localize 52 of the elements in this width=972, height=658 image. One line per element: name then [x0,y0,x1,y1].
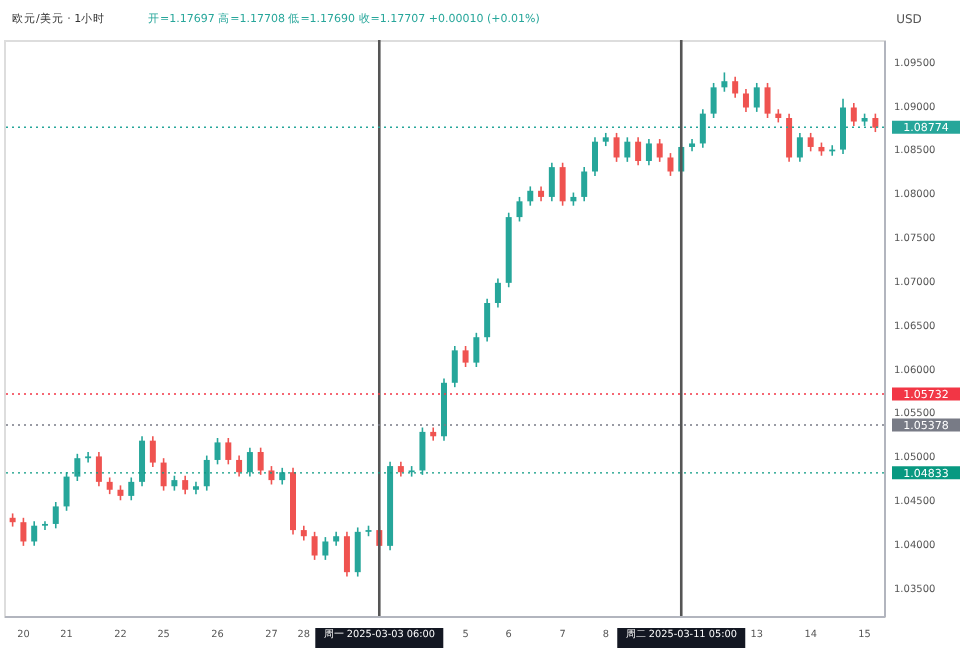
candlestick [796,132,803,163]
candlestick [850,102,857,127]
candlestick [484,297,491,343]
candlestick [807,132,814,153]
candlestick [473,332,480,368]
candlestick [31,520,38,547]
candlestick [753,82,760,113]
candlestick [182,474,189,495]
candlestick [322,536,329,561]
candlestick [742,88,749,113]
candlestick [786,112,793,163]
candlestick [710,82,717,119]
candlestick [527,185,534,207]
candlestick [591,136,598,177]
candlestick [494,277,501,309]
candlestick [548,161,555,203]
candlestick [160,457,167,492]
candlestick [139,435,146,488]
candlestick [343,531,350,578]
candlestick [203,454,210,492]
candlestick [63,471,70,512]
candlestick [624,136,631,163]
candlestick [451,345,458,388]
candlestick [354,526,361,578]
candlestick [721,71,728,93]
candlestick [20,517,27,547]
candlestick [149,435,156,468]
candlestick [667,152,674,177]
candlestick [645,138,652,167]
candlestick [95,451,102,488]
candlestick [41,520,48,531]
candlestick [559,161,566,207]
candlestick [128,476,135,502]
candlestick [74,453,81,482]
candlestick [732,76,739,99]
candlestick [656,138,663,163]
candlestick [214,437,221,466]
candlestick [872,112,879,133]
candlestick [85,451,92,464]
candlestick [225,437,232,466]
candlestick [52,501,59,530]
candlestick [311,531,318,561]
candlestick [635,136,642,167]
candlestick [462,345,469,368]
candlestick [246,446,253,478]
candlestick [613,132,620,163]
candlestick [516,196,523,223]
candlestick [419,426,426,476]
candlestick [236,454,243,478]
candlestick [581,166,588,203]
candlestick [764,82,771,119]
candlestick [257,446,264,476]
